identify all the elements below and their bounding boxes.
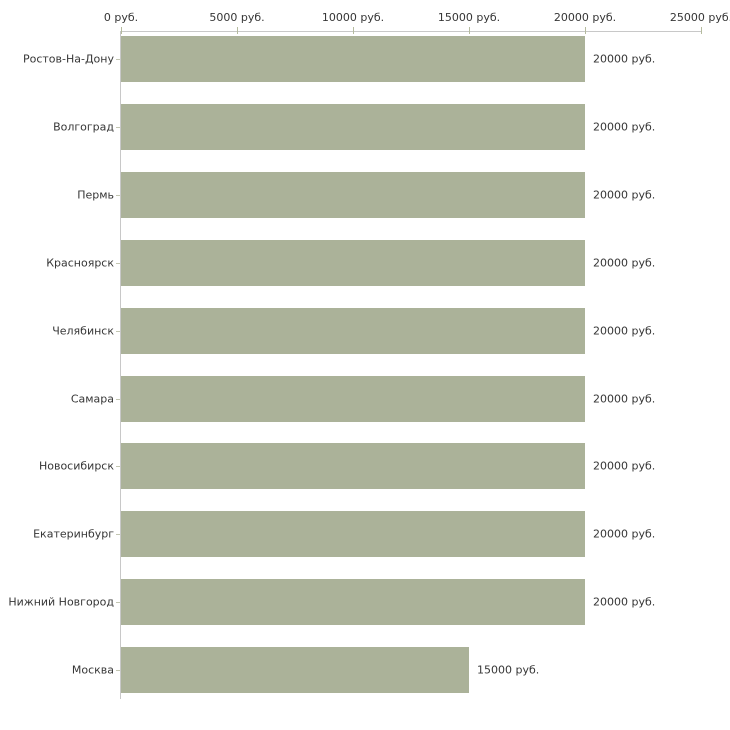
value-label: 20000 руб.: [593, 392, 656, 406]
x-axis-tick-label: 25000 руб.: [669, 11, 730, 24]
y-axis: [120, 31, 121, 699]
x-axis-tick: [585, 27, 586, 34]
x-axis: [121, 31, 701, 32]
category-label: Пермь: [77, 188, 114, 202]
x-axis-tick-label: 15000 руб.: [437, 11, 501, 24]
category-label: Ростов-На-Дону: [22, 52, 114, 66]
x-axis-tick-label: 0 руб.: [103, 11, 139, 24]
category-label: Новосибирск: [38, 459, 114, 473]
value-label: 15000 руб.: [477, 663, 540, 677]
category-tick: [116, 263, 120, 264]
value-label: 20000 руб.: [593, 52, 656, 66]
bar: [121, 511, 585, 557]
x-axis-tick: [353, 27, 354, 34]
bar: [121, 579, 585, 625]
bar: [121, 308, 585, 354]
category-tick: [116, 602, 120, 603]
category-label: Нижний Новгород: [8, 595, 114, 609]
value-label: 20000 руб.: [593, 188, 656, 202]
category-label: Самара: [70, 392, 114, 406]
bar: [121, 172, 585, 218]
value-label: 20000 руб.: [593, 256, 656, 270]
x-axis-tick: [701, 27, 702, 34]
value-label: 20000 руб.: [593, 459, 656, 473]
bar: [121, 443, 585, 489]
bar: [121, 240, 585, 286]
category-tick: [116, 399, 120, 400]
category-tick: [116, 466, 120, 467]
category-label: Екатеринбург: [33, 527, 114, 541]
category-tick: [116, 59, 120, 60]
bar: [121, 104, 585, 150]
value-label: 20000 руб.: [593, 595, 656, 609]
x-axis-tick-label: 5000 руб.: [209, 11, 265, 24]
category-label: Красноярск: [46, 256, 114, 270]
value-label: 20000 руб.: [593, 324, 656, 338]
category-tick: [116, 331, 120, 332]
x-axis-tick-label: 10000 руб.: [321, 11, 385, 24]
value-label: 20000 руб.: [593, 120, 656, 134]
bar: [121, 647, 469, 693]
category-tick: [116, 127, 120, 128]
bar: [121, 376, 585, 422]
category-label: Москва: [71, 663, 114, 677]
x-axis-tick: [121, 27, 122, 34]
category-tick: [116, 195, 120, 196]
bar: [121, 36, 585, 82]
x-axis-tick: [469, 27, 470, 34]
category-tick: [116, 670, 120, 671]
category-tick: [116, 534, 120, 535]
x-axis-tick-label: 20000 руб.: [553, 11, 617, 24]
x-axis-tick: [237, 27, 238, 34]
category-label: Челябинск: [52, 324, 114, 338]
value-label: 20000 руб.: [593, 527, 656, 541]
category-label: Волгоград: [53, 120, 114, 134]
